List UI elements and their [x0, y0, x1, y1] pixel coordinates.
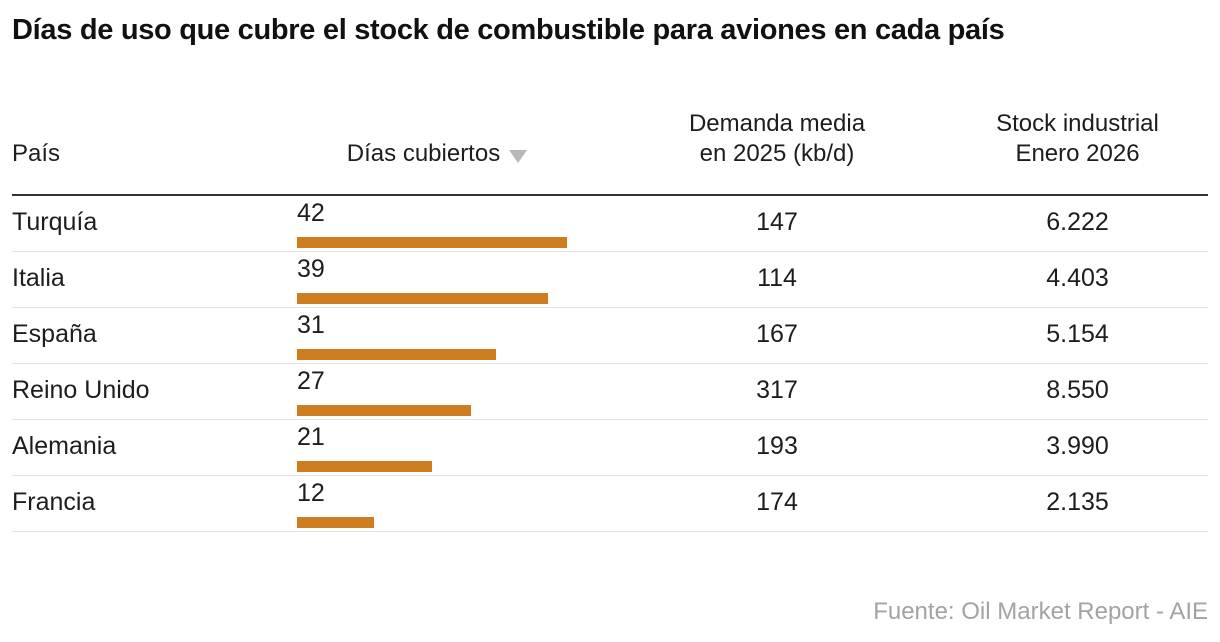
column-header-stock: Stock industrial Enero 2026: [947, 109, 1208, 169]
days-bar: [297, 293, 548, 305]
country-label: Reino Unido: [12, 376, 150, 405]
chart-title: Días de uso que cubre el stock de combus…: [12, 14, 1005, 46]
days-value: 42: [297, 199, 325, 228]
days-bar: [297, 237, 567, 249]
demand-value: 147: [756, 208, 798, 237]
stock-value: 6.222: [1046, 208, 1109, 237]
column-header-stock-line1: Stock industrial: [996, 110, 1159, 138]
country-label: Italia: [12, 264, 65, 293]
demand-value: 114: [757, 264, 797, 293]
source-credit: Fuente: Oil Market Report - AIE: [873, 598, 1208, 625]
data-table: País Días cubiertos Demanda media en 202…: [12, 109, 1208, 533]
column-header-days-sort[interactable]: Días cubiertos: [297, 139, 577, 169]
column-header-country: País: [12, 140, 61, 168]
table-row: Turquía 42 147 6.222: [12, 196, 1208, 253]
demand-value: 193: [756, 432, 798, 461]
stock-value: 4.403: [1046, 264, 1109, 293]
days-value: 27: [297, 367, 325, 396]
table-row: España 31 167 5.154: [12, 308, 1208, 365]
column-header-stock-line2: Enero 2026: [1015, 140, 1140, 168]
table-header-row: País Días cubiertos Demanda media en 202…: [12, 109, 1208, 197]
days-cell: 39: [297, 252, 607, 307]
stock-value: 8.550: [1046, 376, 1109, 405]
days-bar: [297, 405, 471, 417]
days-cell: 12: [297, 476, 607, 531]
days-bar: [297, 461, 432, 473]
stock-value: 5.154: [1046, 320, 1109, 349]
table-row: Francia 12 174 2.135: [12, 476, 1208, 533]
days-value: 21: [297, 423, 325, 452]
stock-value: 3.990: [1046, 432, 1109, 461]
days-cell: 21: [297, 420, 607, 475]
column-header-demand-line1: Demanda media: [688, 110, 866, 138]
days-value: 31: [297, 311, 325, 340]
days-cell: 31: [297, 308, 607, 363]
country-label: España: [12, 320, 97, 349]
column-header-demand-line2: en 2025 (kb/d): [699, 140, 855, 168]
table-row: Alemania 21 193 3.990: [12, 420, 1208, 477]
country-label: Francia: [12, 488, 96, 517]
days-bar: [297, 517, 374, 529]
days-bar: [297, 349, 496, 361]
sort-descending-icon: [509, 150, 528, 164]
demand-value: 317: [756, 376, 798, 405]
country-label: Turquía: [12, 208, 98, 237]
stock-value: 2.135: [1046, 488, 1109, 517]
days-value: 12: [297, 479, 325, 508]
days-value: 39: [297, 255, 325, 284]
days-cell: 27: [297, 364, 607, 419]
demand-value: 174: [756, 488, 798, 517]
column-header-demand: Demanda media en 2025 (kb/d): [607, 109, 947, 169]
table-row: Reino Unido 27 317 8.550: [12, 364, 1208, 421]
table-row: Italia 39 114 4.403: [12, 252, 1208, 309]
column-header-days-label: Días cubiertos: [346, 140, 501, 168]
demand-value: 167: [756, 320, 798, 349]
days-cell: 42: [297, 196, 607, 251]
country-label: Alemania: [12, 432, 117, 461]
